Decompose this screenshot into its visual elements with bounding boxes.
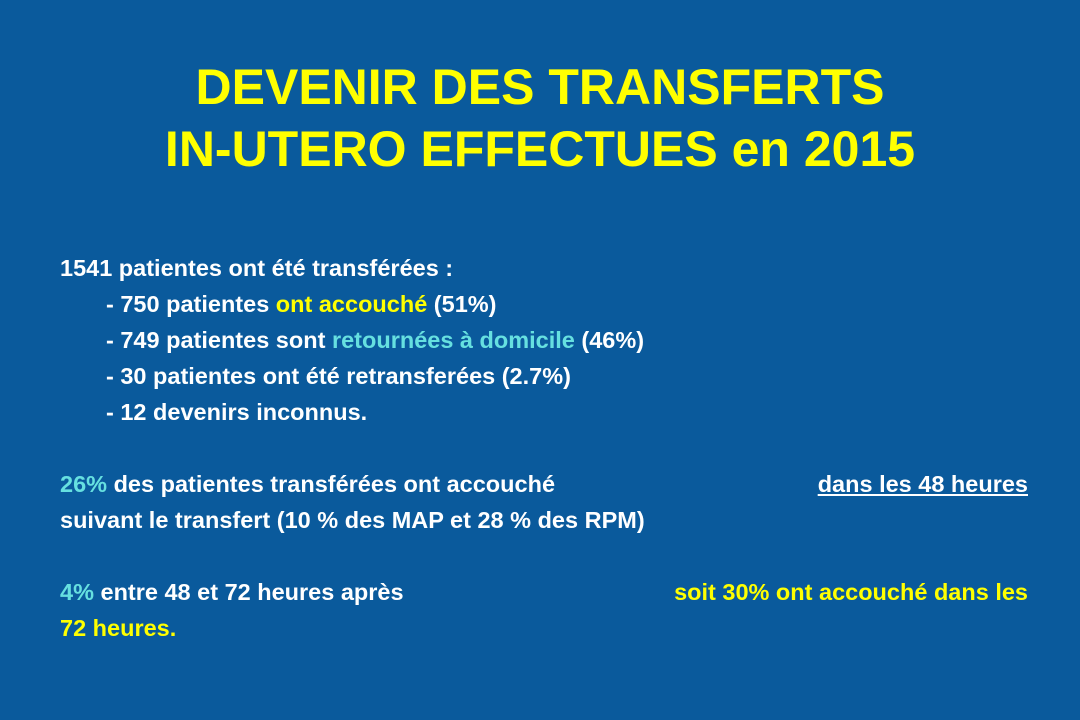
title-line-1: DEVENIR DES TRANSFERTS — [195, 59, 885, 115]
para-72h-text: entre 48 et 72 heures après — [93, 579, 404, 605]
para-72h-percent: 4% — [60, 579, 94, 605]
para-72h-line-2: 72 heures. — [60, 615, 177, 641]
summary-item-unknown: - 12 devenirs inconnus. — [106, 399, 368, 425]
summary-item-delivered: - 750 patientes ont accouché (51%) — [60, 286, 1040, 322]
spacer — [60, 430, 1040, 466]
summary-item-prefix: - 749 patientes sont — [106, 327, 332, 353]
para-72h-line-1: 4% entre 48 et 72 heures après soit 30% … — [60, 574, 1028, 610]
spacer — [60, 538, 1040, 574]
para-48h-percent: 26% — [60, 471, 108, 497]
para-48h-line-1: 26% des patientes transférées ont accouc… — [60, 466, 1028, 502]
summary-item-highlight: retournées à domicile — [331, 327, 575, 353]
para-48h-underlined: dans les 48 heures — [817, 471, 1028, 497]
summary-item-highlight: ont accouché — [275, 291, 428, 317]
summary-intro: 1541 patientes ont été transférées : — [60, 255, 454, 281]
summary-item-returned-home: - 749 patientes sont retournées à domici… — [60, 322, 1040, 358]
slide-title: DEVENIR DES TRANSFERTS IN-UTERO EFFECTUE… — [0, 56, 1080, 180]
summary-item-prefix: - 750 patientes — [106, 291, 276, 317]
para-48h-line-2: suivant le transfert (10 % des MAP et 28… — [60, 507, 645, 533]
summary-item-suffix: (46%) — [574, 327, 645, 353]
title-line-2: IN-UTERO EFFECTUES en 2015 — [164, 121, 916, 177]
slide-body: 1541 patientes ont été transférées : - 7… — [60, 250, 1040, 646]
para-48h-text: des patientes transférées ont accouché — [107, 471, 556, 497]
summary-item-suffix: (51%) — [427, 291, 497, 317]
summary-item-retransferred: - 30 patientes ont été retransferées (2.… — [106, 363, 571, 389]
para-72h-highlight: soit 30% ont accouché dans les — [674, 579, 1028, 605]
